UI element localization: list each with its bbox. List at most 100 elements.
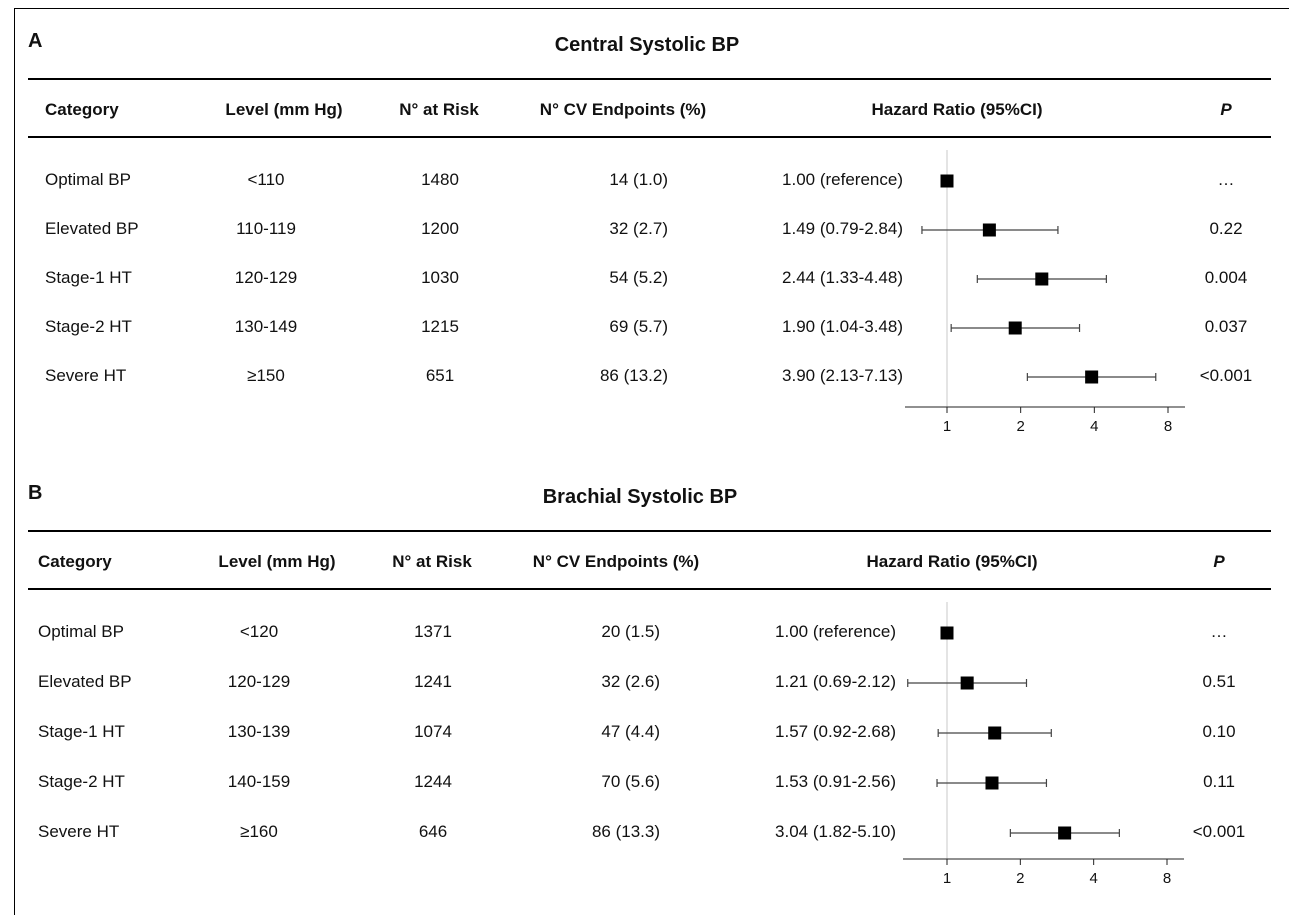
cell-hr-text: 1.21 (0.69-2.12) [775,672,896,691]
hr-point [1058,826,1072,840]
header-level: Level (mm Hg) [218,552,336,571]
cell-hr-text: 3.04 (1.82-5.10) [775,822,896,841]
header-p: P [1220,100,1232,119]
cell-p: … [1210,622,1228,641]
cell-category: Elevated BP [38,672,132,691]
cell-category: Stage-1 HT [45,268,132,287]
hr-point [940,626,954,640]
cell-endpoints: 86 (13.2) [599,366,668,385]
cell-endpoints: 70 (5.6) [601,772,660,791]
hr-point [940,174,954,188]
cell-p: … [1217,170,1235,189]
hr-point [960,676,974,690]
x-tick-label: 1 [943,418,951,435]
header-at-risk: N° at Risk [399,100,479,119]
cell-category: Optimal BP [38,622,124,641]
cell-p: 0.11 [1203,772,1235,791]
cell-at-risk: 1480 [421,170,459,189]
x-tick-label: 2 [1016,418,1024,435]
cell-hr-text: 2.44 (1.33-4.48) [782,268,903,287]
panel-a: A Central Systolic BP Category Level (mm… [0,0,1289,450]
cell-at-risk: 1371 [414,622,452,641]
top-rule [28,78,1271,80]
header-endpoints: N° CV Endpoints (%) [532,552,700,571]
cell-endpoints: 20 (1.5) [601,622,660,641]
cell-level: ≥160 [240,822,278,841]
header-category: Category [38,552,112,571]
cell-p: <0.001 [1199,366,1253,385]
cell-hr-text: 1.00 (reference) [782,170,903,189]
panel-b: B Brachial Systolic BP Category Level (m… [0,468,1289,915]
cell-at-risk: 651 [425,366,455,385]
cell-level: 120-129 [227,672,291,691]
cell-endpoints: 86 (13.3) [591,822,660,841]
cell-at-risk: 1244 [414,772,452,791]
cell-hr-text: 1.57 (0.92-2.68) [775,722,896,741]
header-rule [28,136,1271,138]
panel-title: Brachial Systolic BP [542,486,738,508]
forest-plot: 1 2 4 8 [903,602,1184,887]
x-tick-label: 8 [1163,870,1171,887]
panel-title: Central Systolic BP [554,34,740,56]
x-tick-label: 4 [1090,418,1098,435]
cell-p: <0.001 [1192,822,1246,841]
cell-p: 0.10 [1202,722,1236,741]
top-rule [28,530,1271,532]
cell-at-risk: 1074 [414,722,452,741]
cell-p: 0.22 [1209,219,1243,238]
hr-point [1008,321,1022,335]
cell-p: 0.004 [1204,268,1248,287]
hr-point [985,776,999,790]
cell-level: <120 [239,622,279,641]
figure-frame [14,8,1289,915]
cell-category: Elevated BP [45,219,139,238]
header-at-risk: N° at Risk [392,552,472,571]
cell-at-risk: 646 [418,822,448,841]
cell-category: Severe HT [45,366,127,385]
cell-hr-text: 1.53 (0.91-2.56) [775,772,896,791]
cell-level: 130-149 [234,317,298,336]
header-hazard-ratio: Hazard Ratio (95%CI) [866,552,1038,571]
cell-level: ≥150 [247,366,285,385]
header-rule [28,588,1271,590]
cell-level: 120-129 [234,268,298,287]
cell-category: Optimal BP [45,170,131,189]
cell-at-risk: 1200 [421,219,459,238]
cell-at-risk: 1241 [414,672,452,691]
cell-level: 140-159 [227,772,291,791]
cell-endpoints: 47 (4.4) [601,722,660,741]
cell-level: <110 [247,170,285,189]
cell-level: 110-119 [236,219,296,238]
cell-at-risk: 1215 [421,317,459,336]
cell-endpoints: 54 (5.2) [609,268,668,287]
header-category: Category [45,100,119,119]
cell-level: 130-139 [227,722,291,741]
cell-endpoints: 69 (5.7) [609,317,668,336]
cell-hr-text: 1.00 (reference) [775,622,896,641]
cell-category: Stage-1 HT [38,722,125,741]
header-endpoints: N° CV Endpoints (%) [539,100,707,119]
panel-letter: B [28,482,43,504]
cell-endpoints: 32 (2.6) [601,672,660,691]
x-tick-label: 2 [1016,870,1024,887]
panel-letter: A [28,30,43,52]
x-tick-label: 8 [1164,418,1172,435]
cell-category: Severe HT [38,822,120,841]
hr-point [1085,370,1099,384]
cell-hr-text: 3.90 (2.13-7.13) [782,366,903,385]
cell-p: 0.037 [1204,317,1248,336]
header-p: P [1213,552,1225,571]
x-tick-label: 4 [1089,870,1097,887]
hr-point [1035,272,1049,286]
header-level: Level (mm Hg) [225,100,343,119]
cell-category: Stage-2 HT [45,317,132,336]
cell-p: 0.51 [1202,672,1236,691]
cell-category: Stage-2 HT [38,772,125,791]
cell-endpoints: 32 (2.7) [609,219,668,238]
hr-point [988,726,1002,740]
cell-endpoints: 14 (1.0) [609,170,668,189]
cell-at-risk: 1030 [421,268,459,287]
x-tick-label: 1 [943,870,951,887]
header-hazard-ratio: Hazard Ratio (95%CI) [871,100,1043,119]
forest-plot: 1 2 4 8 [905,150,1185,435]
